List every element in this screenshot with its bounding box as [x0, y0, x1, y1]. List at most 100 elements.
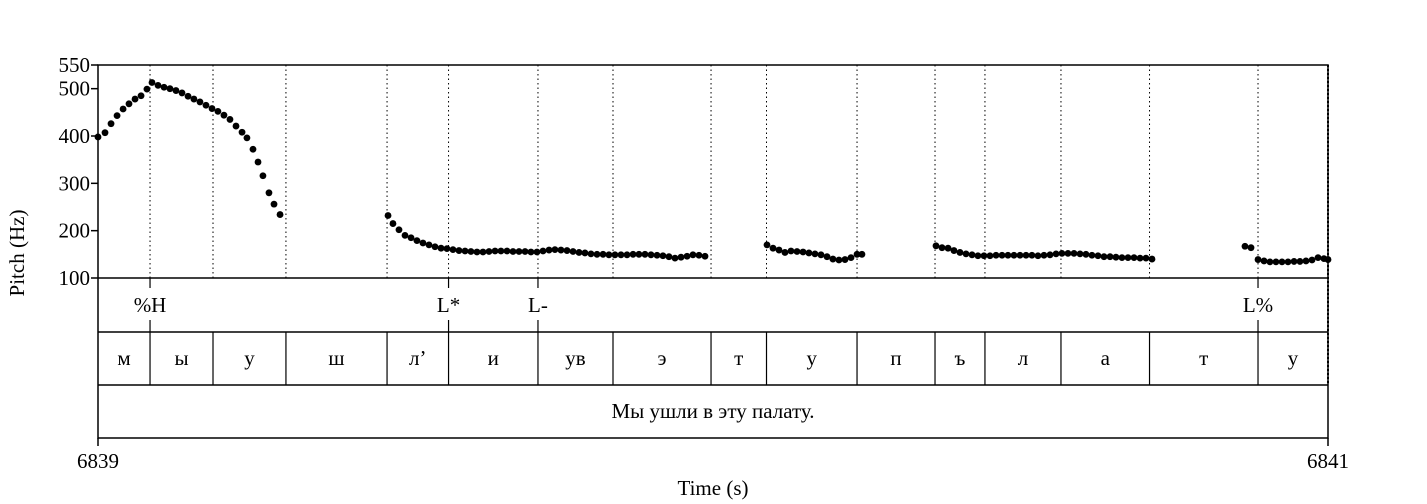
pitch-point-1-33	[581, 249, 589, 257]
pitch-point-1-19	[497, 247, 505, 255]
pitch-point-1-38	[611, 251, 619, 259]
y-tick-label-100: 100	[59, 266, 91, 290]
pitch-point-3-9	[986, 252, 994, 260]
pitch-point-2-11	[829, 255, 837, 263]
pitch-point-0-6	[131, 95, 139, 103]
pitch-point-2-0	[763, 241, 771, 249]
pitch-point-3-12	[1004, 251, 1012, 259]
pitch-point-2-6	[799, 248, 807, 256]
plot-frame	[97, 64, 1329, 446]
pitch-point-4-5	[1272, 258, 1280, 266]
pitch-point-1-11	[449, 246, 457, 254]
pitch-point-2-7	[805, 249, 813, 257]
pitch-point-0-0	[94, 133, 102, 141]
pitch-point-3-30	[1112, 253, 1120, 261]
pitch-point-0-20	[214, 107, 222, 115]
pitch-point-1-13	[461, 247, 469, 255]
tone-label-1: L*	[437, 293, 460, 317]
pitch-point-3-35	[1142, 254, 1150, 262]
pitch-point-4-3	[1260, 257, 1268, 265]
pitch-point-1-34	[587, 250, 595, 258]
pitch-points	[94, 79, 1332, 266]
segment-label-11: ъ	[955, 346, 966, 370]
pitch-point-3-8	[980, 252, 988, 260]
pitch-point-3-5	[962, 250, 970, 258]
pitch-point-4-0	[1241, 242, 1249, 250]
pitch-point-3-19	[1046, 251, 1054, 259]
pitch-point-1-32	[575, 249, 583, 256]
pitch-point-0-30	[270, 200, 278, 208]
pitch-point-3-18	[1040, 251, 1048, 259]
pitch-point-0-23	[232, 122, 240, 130]
pitch-point-2-4	[787, 247, 795, 255]
pitch-point-0-7	[137, 92, 145, 100]
pitch-point-1-8	[431, 243, 439, 251]
pitch-point-2-14	[847, 254, 855, 262]
pitch-point-1-5	[413, 237, 421, 245]
pitch-point-0-11	[160, 83, 168, 91]
pitch-point-1-15	[473, 248, 481, 256]
pitch-point-1-23	[521, 248, 529, 255]
pitch-point-1-26	[539, 247, 547, 255]
pitch-point-1-44	[647, 251, 655, 259]
pitch-point-3-15	[1022, 251, 1030, 259]
pitch-point-2-12	[835, 256, 843, 264]
pitch-point-3-26	[1088, 251, 1096, 259]
pitch-point-0-21	[220, 111, 228, 119]
pitch-point-0-18	[202, 101, 210, 109]
pitch-point-2-9	[817, 251, 825, 259]
segment-label-12: л	[1018, 346, 1028, 370]
segment-label-7: э	[658, 346, 667, 370]
pitch-point-1-43	[641, 250, 649, 258]
sentence-tier: Мы ушли в эту палату.	[611, 399, 814, 423]
segment-boundary-lines	[149, 65, 1329, 385]
pitch-point-3-20	[1052, 250, 1060, 258]
pitch-point-0-9	[148, 79, 156, 86]
pitch-point-4-7	[1284, 258, 1292, 266]
x-axis: 6839 6841 Time (s)	[77, 449, 1349, 500]
pitch-point-4-9	[1296, 258, 1304, 265]
pitch-point-3-34	[1136, 254, 1144, 262]
x-tick-label-end: 6841	[1307, 449, 1349, 473]
pitch-point-3-7	[974, 252, 982, 260]
pitch-point-3-10	[992, 251, 1000, 259]
pitch-point-0-19	[208, 105, 216, 112]
pitch-point-0-10	[154, 81, 162, 89]
pitch-point-4-4	[1266, 258, 1274, 266]
pitch-point-1-21	[509, 248, 517, 255]
pitch-point-1-28	[551, 246, 559, 254]
tone-label-0: %H	[134, 293, 167, 317]
pitch-point-0-24	[238, 128, 246, 136]
pitch-point-3-23	[1070, 249, 1078, 257]
pitch-point-4-6	[1278, 258, 1286, 266]
segment-label-3: ш	[328, 346, 344, 370]
pitch-point-3-3	[950, 247, 958, 254]
pitch-point-0-31	[276, 211, 284, 218]
pitch-point-1-45	[653, 251, 661, 259]
pitch-point-0-29	[265, 189, 273, 197]
pitch-point-1-40	[623, 251, 631, 259]
y-axis-label: Pitch (Hz)	[5, 210, 29, 297]
pitch-point-0-27	[254, 158, 262, 166]
pitch-point-0-25	[243, 134, 251, 142]
outer-frame	[97, 64, 1329, 439]
pitch-point-3-24	[1076, 250, 1084, 258]
pitch-point-3-14	[1016, 251, 1024, 259]
pitch-point-1-30	[563, 247, 571, 254]
y-tick-label-300: 300	[59, 171, 91, 195]
pitch-point-1-2	[395, 226, 403, 234]
pitch-point-3-32	[1124, 254, 1132, 262]
pitch-point-1-20	[503, 247, 511, 255]
pitch-point-1-46	[659, 252, 667, 260]
pitch-point-1-37	[605, 251, 613, 259]
pitch-point-4-2	[1254, 256, 1262, 263]
pitch-point-0-3	[113, 112, 121, 120]
y-tick-label-500: 500	[59, 77, 91, 101]
pitch-point-1-18	[491, 247, 499, 255]
pitch-point-1-39	[617, 251, 625, 259]
pitch-point-3-31	[1118, 254, 1126, 262]
pitch-point-1-41	[629, 250, 637, 258]
pitch-point-3-4	[956, 249, 964, 256]
pitch-point-0-14	[178, 89, 186, 97]
tone-tier: %H L* L- L%	[134, 278, 1273, 332]
